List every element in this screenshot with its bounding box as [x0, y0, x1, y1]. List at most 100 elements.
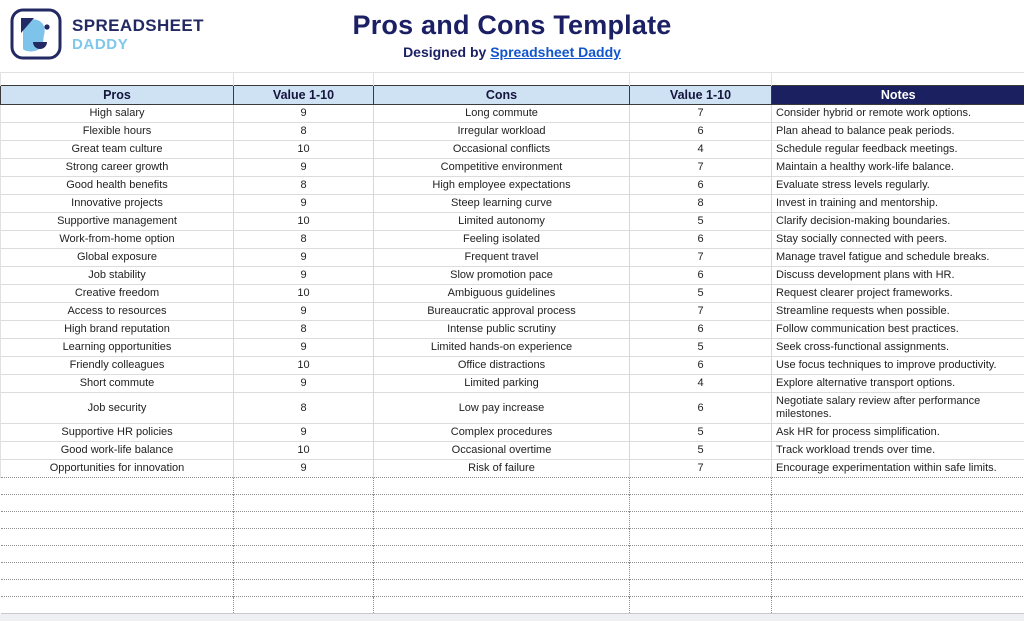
- pro-cell[interactable]: High brand reputation: [0, 320, 234, 339]
- empty-cell[interactable]: [0, 511, 234, 529]
- pro-cell[interactable]: Good health benefits: [0, 176, 234, 195]
- empty-cell[interactable]: [233, 494, 374, 512]
- con-cell[interactable]: Intense public scrutiny: [373, 320, 630, 339]
- empty-cell[interactable]: [233, 596, 374, 614]
- pro-value-cell[interactable]: 9: [233, 104, 374, 123]
- note-cell[interactable]: Clarify decision-making boundaries.: [771, 212, 1024, 231]
- con-value-cell[interactable]: 7: [629, 459, 772, 478]
- con-cell[interactable]: Limited hands-on experience: [373, 338, 630, 357]
- empty-cell[interactable]: [0, 494, 234, 512]
- con-cell[interactable]: Limited parking: [373, 374, 630, 393]
- note-cell[interactable]: Encourage experimentation within safe li…: [771, 459, 1024, 478]
- pro-value-cell[interactable]: 10: [233, 212, 374, 231]
- con-value-cell[interactable]: 6: [629, 122, 772, 141]
- empty-cell[interactable]: [771, 528, 1024, 546]
- pro-cell[interactable]: Opportunities for innovation: [0, 459, 234, 478]
- empty-cell[interactable]: [771, 477, 1024, 495]
- empty-cell[interactable]: [373, 494, 630, 512]
- designer-link[interactable]: Spreadsheet Daddy: [490, 44, 621, 60]
- note-cell[interactable]: Consider hybrid or remote work options.: [771, 104, 1024, 123]
- pro-value-cell[interactable]: 8: [233, 176, 374, 195]
- con-value-cell[interactable]: 6: [629, 392, 772, 424]
- pro-cell[interactable]: Supportive management: [0, 212, 234, 231]
- note-cell[interactable]: Seek cross-functional assignments.: [771, 338, 1024, 357]
- empty-cell[interactable]: [629, 494, 772, 512]
- empty-cell[interactable]: [233, 528, 374, 546]
- empty-cell[interactable]: [0, 477, 234, 495]
- con-cell[interactable]: Irregular workload: [373, 122, 630, 141]
- con-value-cell[interactable]: 5: [629, 284, 772, 303]
- empty-cell[interactable]: [373, 545, 630, 563]
- con-value-cell[interactable]: 6: [629, 356, 772, 375]
- pro-value-cell[interactable]: 10: [233, 140, 374, 159]
- empty-cell[interactable]: [771, 562, 1024, 580]
- con-value-cell[interactable]: 5: [629, 212, 772, 231]
- note-cell[interactable]: Evaluate stress levels regularly.: [771, 176, 1024, 195]
- con-cell[interactable]: Office distractions: [373, 356, 630, 375]
- con-cell[interactable]: Slow promotion pace: [373, 266, 630, 285]
- col-header-cons[interactable]: Cons: [373, 85, 630, 105]
- pro-cell[interactable]: Creative freedom: [0, 284, 234, 303]
- con-value-cell[interactable]: 8: [629, 194, 772, 213]
- pro-cell[interactable]: Short commute: [0, 374, 234, 393]
- con-cell[interactable]: Frequent travel: [373, 248, 630, 267]
- pro-cell[interactable]: Job security: [0, 392, 234, 424]
- empty-cell[interactable]: [629, 545, 772, 563]
- empty-cell[interactable]: [0, 579, 234, 597]
- empty-cell[interactable]: [0, 596, 234, 614]
- pro-value-cell[interactable]: 9: [233, 158, 374, 177]
- pro-cell[interactable]: Global exposure: [0, 248, 234, 267]
- con-value-cell[interactable]: 4: [629, 140, 772, 159]
- empty-cell[interactable]: [233, 511, 374, 529]
- pro-value-cell[interactable]: 8: [233, 230, 374, 249]
- con-value-cell[interactable]: 6: [629, 320, 772, 339]
- empty-cell[interactable]: [0, 562, 234, 580]
- pro-cell[interactable]: Supportive HR policies: [0, 423, 234, 442]
- con-cell[interactable]: High employee expectations: [373, 176, 630, 195]
- empty-cell[interactable]: [373, 528, 630, 546]
- con-value-cell[interactable]: 5: [629, 441, 772, 460]
- pro-value-cell[interactable]: 9: [233, 302, 374, 321]
- pro-cell[interactable]: Access to resources: [0, 302, 234, 321]
- pro-value-cell[interactable]: 8: [233, 320, 374, 339]
- spacer-cell[interactable]: [771, 72, 1024, 86]
- col-header-pros[interactable]: Pros: [0, 85, 234, 105]
- con-value-cell[interactable]: 7: [629, 104, 772, 123]
- empty-cell[interactable]: [233, 477, 374, 495]
- empty-cell[interactable]: [373, 477, 630, 495]
- con-value-cell[interactable]: 5: [629, 338, 772, 357]
- empty-cell[interactable]: [629, 562, 772, 580]
- con-value-cell[interactable]: 5: [629, 423, 772, 442]
- empty-cell[interactable]: [233, 562, 374, 580]
- pro-cell[interactable]: Good work-life balance: [0, 441, 234, 460]
- pro-value-cell[interactable]: 9: [233, 338, 374, 357]
- con-cell[interactable]: Risk of failure: [373, 459, 630, 478]
- empty-cell[interactable]: [629, 579, 772, 597]
- note-cell[interactable]: Invest in training and mentorship.: [771, 194, 1024, 213]
- pro-value-cell[interactable]: 9: [233, 374, 374, 393]
- empty-cell[interactable]: [373, 579, 630, 597]
- con-value-cell[interactable]: 7: [629, 248, 772, 267]
- con-value-cell[interactable]: 6: [629, 266, 772, 285]
- pro-value-cell[interactable]: 9: [233, 248, 374, 267]
- pro-value-cell[interactable]: 9: [233, 194, 374, 213]
- pro-value-cell[interactable]: 10: [233, 356, 374, 375]
- empty-cell[interactable]: [373, 596, 630, 614]
- empty-cell[interactable]: [629, 528, 772, 546]
- pro-cell[interactable]: Flexible hours: [0, 122, 234, 141]
- note-cell[interactable]: Manage travel fatigue and schedule break…: [771, 248, 1024, 267]
- con-value-cell[interactable]: 4: [629, 374, 772, 393]
- pro-value-cell[interactable]: 9: [233, 459, 374, 478]
- empty-cell[interactable]: [629, 511, 772, 529]
- con-cell[interactable]: Long commute: [373, 104, 630, 123]
- empty-cell[interactable]: [0, 545, 234, 563]
- note-cell[interactable]: Streamline requests when possible.: [771, 302, 1024, 321]
- note-cell[interactable]: Maintain a healthy work-life balance.: [771, 158, 1024, 177]
- con-cell[interactable]: Ambiguous guidelines: [373, 284, 630, 303]
- spacer-cell[interactable]: [629, 72, 772, 86]
- col-header-notes[interactable]: Notes: [771, 85, 1024, 105]
- pro-cell[interactable]: Work-from-home option: [0, 230, 234, 249]
- con-cell[interactable]: Limited autonomy: [373, 212, 630, 231]
- empty-cell[interactable]: [0, 528, 234, 546]
- note-cell[interactable]: Request clearer project frameworks.: [771, 284, 1024, 303]
